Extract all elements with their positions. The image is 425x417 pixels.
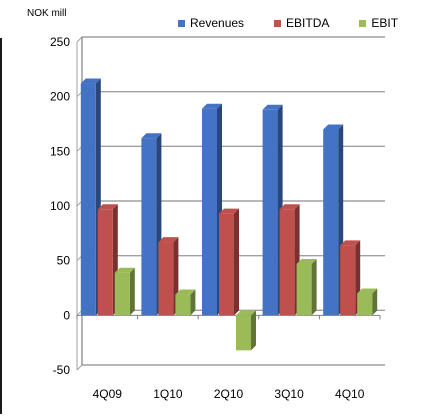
y-tick-label: 150	[50, 144, 70, 158]
x-tick-label: 3Q10	[274, 387, 304, 401]
y-tick-label: 50	[57, 254, 71, 268]
bar-ebitda-4q10-top	[340, 240, 361, 246]
bar-revenues-1q10	[141, 138, 157, 316]
bar-revenues-3q10-top	[262, 104, 283, 110]
gridline-corner	[76, 36, 83, 43]
bar-ebit-3q10-side	[311, 258, 317, 316]
y-axis-unit-label: NOK mill	[27, 8, 67, 19]
bar-ebit-3q10	[296, 263, 312, 316]
bar-ebit-4q10	[357, 293, 373, 316]
left-border-line	[0, 38, 2, 414]
bar-revenues-3q10	[262, 109, 278, 316]
bar-ebit-4q10-top	[357, 288, 378, 294]
bar-ebitda-4q09-top	[97, 204, 118, 210]
bar-ebitda-4q09	[97, 209, 113, 316]
y-tick-label: 100	[50, 199, 70, 213]
bar-revenues-4q10	[323, 129, 339, 316]
bar-ebitda-1q10-top	[158, 237, 179, 243]
bar-ebit-1q10-side	[190, 289, 196, 316]
bar-ebit-2q10-top	[236, 310, 256, 316]
legend-item-revenues: Revenues	[178, 16, 244, 30]
bar-ebit-2q10-side	[251, 310, 256, 351]
bar-ebitda-1q10	[158, 242, 174, 316]
bar-ebitda-2q10	[219, 213, 234, 316]
legend-swatch-ebitda	[274, 19, 282, 27]
bar-ebit-4q09-top	[114, 267, 135, 273]
bar-ebitda-3q10-top	[279, 204, 300, 210]
bar-ebitda-2q10-side	[234, 208, 239, 316]
bar-revenues-2q10-top	[202, 103, 222, 109]
bar-revenues-1q10-top	[141, 133, 162, 139]
legend-item-ebit: EBIT	[359, 16, 398, 30]
bar-ebitda-2q10-top	[219, 208, 239, 214]
bar-ebit-4q10-side	[372, 288, 378, 316]
bar-ebit-4q09	[114, 272, 130, 316]
legend-label-ebitda: EBITDA	[286, 16, 330, 30]
bar-ebitda-3q10	[279, 209, 295, 316]
bar-ebit-4q09-side	[129, 267, 135, 316]
y-tick-label: -50	[53, 363, 71, 377]
x-tick-label: 2Q10	[214, 387, 244, 401]
bar-revenues-4q09-top	[80, 78, 101, 84]
bar-ebit-3q10-top	[296, 258, 317, 264]
bar-revenues-4q09	[80, 83, 96, 316]
legend: Revenues EBITDA EBIT	[178, 16, 398, 30]
y-tick-label: 200	[50, 90, 70, 104]
x-tick-label: 4Q10	[335, 387, 365, 401]
bar-ebitda-4q10	[340, 245, 356, 316]
y-tick-label: 0	[63, 308, 70, 322]
legend-item-ebitda: EBITDA	[274, 16, 329, 30]
x-tick-label: 1Q10	[153, 387, 183, 401]
legend-label-revenues: Revenues	[190, 16, 245, 30]
x-tick-label: 4Q09	[93, 387, 123, 401]
bar-ebit-2q10	[236, 315, 251, 351]
gridline-corner	[76, 364, 83, 371]
y-tick-label: 250	[50, 35, 70, 49]
bar-revenues-4q10-top	[323, 124, 344, 130]
legend-swatch-revenues	[178, 19, 185, 27]
bar-ebit-1q10	[175, 294, 191, 316]
legend-label-ebit: EBIT	[371, 16, 399, 30]
legend-swatch-ebit	[359, 19, 367, 27]
bar-ebit-1q10-top	[175, 289, 196, 295]
bar-revenues-2q10	[202, 108, 217, 316]
